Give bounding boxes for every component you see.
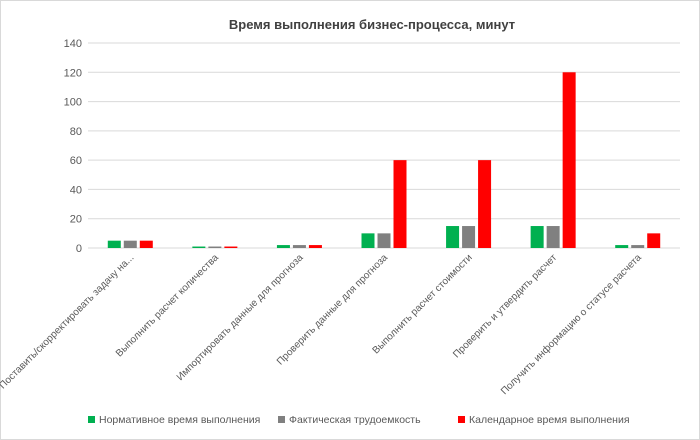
bar-1 xyxy=(192,246,206,248)
y-axis: 0 20 40 60 80 100 120 140 xyxy=(64,38,82,255)
x-category-label: Выполнить расчет стоимости xyxy=(371,252,475,356)
legend-label: Фактическая трудоемкость xyxy=(289,414,421,426)
x-axis: Поставить/скорректировать задачу на...Вы… xyxy=(0,251,644,397)
bar-3 xyxy=(224,246,238,248)
bar-2 xyxy=(208,246,222,248)
bar-3 xyxy=(393,160,407,248)
y-tick-label: 80 xyxy=(70,126,82,138)
legend-swatch xyxy=(88,416,95,423)
legend-swatch xyxy=(458,416,465,423)
y-tick-label: 60 xyxy=(70,155,82,167)
y-tick-label: 0 xyxy=(76,243,82,255)
bar-1 xyxy=(276,245,290,248)
bar-1 xyxy=(107,240,121,248)
bar-2 xyxy=(631,245,645,248)
y-tick-label: 100 xyxy=(64,97,82,109)
y-tick-label: 20 xyxy=(70,214,82,226)
y-tick-label: 40 xyxy=(70,184,82,196)
x-category-label: Выполнить расчет количества xyxy=(114,252,221,359)
bar-3 xyxy=(139,240,153,248)
bar-3 xyxy=(308,245,322,248)
legend-label: Календарное время выполнения xyxy=(469,414,630,426)
x-category-label: Получить информацию о статусе расчета xyxy=(498,251,644,397)
legend-swatch xyxy=(278,416,285,423)
bar-2 xyxy=(462,226,476,248)
y-tick-label: 140 xyxy=(64,38,82,50)
legend-label: Нормативное время выполнения xyxy=(99,414,260,426)
bar-3 xyxy=(478,160,492,248)
bar-2 xyxy=(377,233,391,248)
bar-1 xyxy=(530,226,544,248)
gridlines xyxy=(88,42,680,249)
bars xyxy=(107,72,661,249)
bar-1 xyxy=(446,226,460,248)
x-category-label: Поставить/скорректировать задачу на... xyxy=(0,252,136,391)
bar-2 xyxy=(123,240,137,248)
chart-title: Время выполнения бизнес-процесса, минут xyxy=(229,17,515,32)
legend: Нормативное время выполнения Фактическая … xyxy=(88,414,630,426)
y-tick-label: 120 xyxy=(64,67,82,79)
bar-1 xyxy=(615,245,629,248)
bar-1 xyxy=(361,233,375,248)
bar-2 xyxy=(546,226,560,248)
bar-2 xyxy=(292,245,306,248)
bar-3 xyxy=(562,72,576,249)
bar-3 xyxy=(647,233,661,248)
